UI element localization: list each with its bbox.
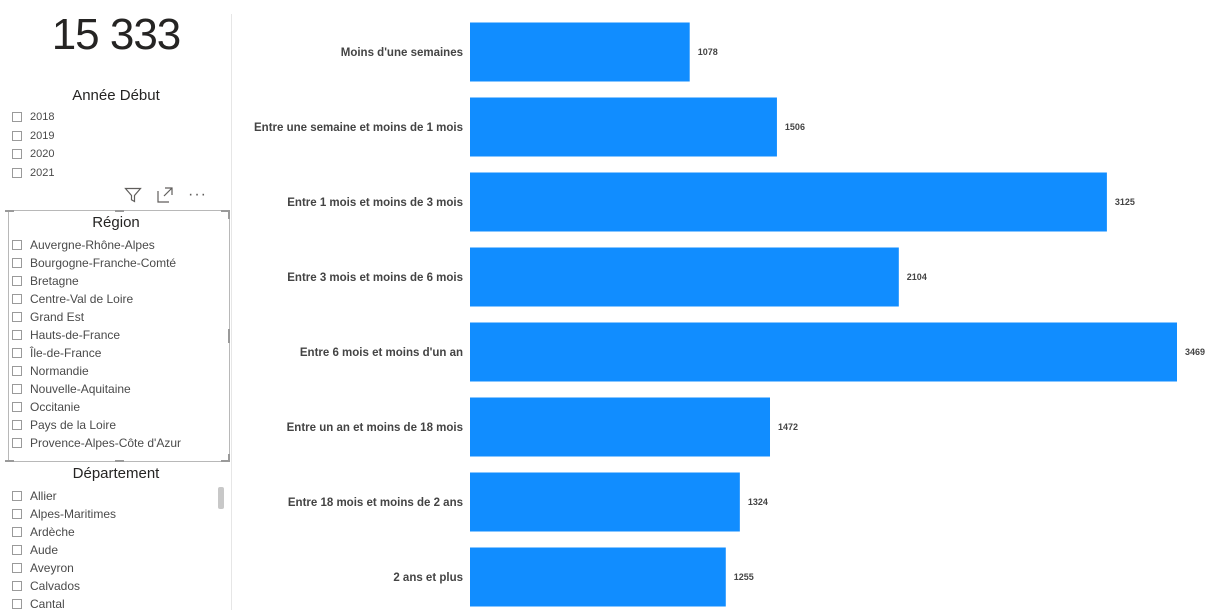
data-label: 3125 — [1115, 197, 1135, 207]
category-label: 2 ans et plus — [393, 572, 463, 584]
resize-handle[interactable] — [228, 210, 230, 219]
category-label: Entre 3 mois et moins de 6 mois — [287, 272, 463, 284]
region-slicer-item[interactable]: Nouvelle-Aquitaine — [12, 380, 181, 398]
checkbox[interactable] — [12, 330, 22, 340]
checkbox[interactable] — [12, 527, 22, 537]
bar[interactable] — [470, 247, 899, 307]
resize-handle[interactable] — [228, 454, 230, 462]
checkbox[interactable] — [12, 599, 22, 609]
data-label: 1506 — [785, 122, 805, 132]
year-slicer-item[interactable]: 2018 — [12, 108, 54, 127]
checkbox[interactable] — [12, 509, 22, 519]
region-slicer-frame[interactable] — [5, 210, 230, 462]
bar[interactable] — [470, 472, 740, 532]
bar-chart-svg: Moins d'une semaines 1078 Entre une semain… — [254, 22, 1205, 607]
region-slicer-item[interactable]: Provence-Alpes-Côte d'Azur — [12, 434, 181, 452]
more-options-icon[interactable]: ··· — [188, 186, 207, 203]
data-label: 2104 — [907, 272, 927, 282]
departement-slicer-title: Département — [72, 465, 160, 482]
panel-divider — [231, 14, 232, 610]
checkbox[interactable] — [12, 563, 22, 573]
category-label: Entre 6 mois et moins d'un an — [300, 347, 463, 359]
resize-handle[interactable] — [228, 329, 230, 343]
slicer-panel: 15 333 Année Début 2018 2019 2020 2021 ·… — [0, 0, 232, 613]
year-slicer-item[interactable]: 2019 — [12, 127, 54, 146]
departement-slicer-item[interactable]: Aveyron — [12, 559, 116, 577]
region-slicer-title: Région — [92, 214, 140, 231]
resize-handle[interactable] — [221, 210, 230, 212]
bar[interactable] — [470, 397, 771, 457]
departement-slicer-item[interactable]: Calvados — [12, 577, 116, 595]
resize-handle[interactable] — [5, 460, 14, 462]
checkbox[interactable] — [12, 384, 22, 394]
data-label: 3469 — [1185, 347, 1205, 357]
checkbox[interactable] — [12, 491, 22, 501]
checkbox[interactable] — [12, 366, 22, 376]
checkbox[interactable] — [12, 276, 22, 286]
resize-handle[interactable] — [221, 460, 230, 462]
visual-header-toolbar: ··· — [124, 186, 207, 204]
region-slicer-list: Auvergne-Rhône-Alpes Bourgogne-Franche-C… — [12, 236, 181, 452]
checkbox[interactable] — [12, 112, 22, 123]
region-slicer-item[interactable]: Bourgogne-Franche-Comté — [12, 254, 181, 272]
category-label: Entre un an et moins de 18 mois — [287, 422, 463, 434]
bar[interactable] — [470, 97, 777, 157]
checkbox[interactable] — [12, 130, 22, 141]
checkbox[interactable] — [12, 294, 22, 304]
checkbox[interactable] — [12, 258, 22, 268]
resize-handle[interactable] — [115, 460, 124, 462]
departement-slicer-item[interactable]: Allier — [12, 487, 116, 505]
year-slicer-item[interactable]: 2021 — [12, 164, 54, 183]
resize-handle[interactable] — [115, 210, 124, 212]
resize-handle[interactable] — [5, 210, 14, 212]
checkbox[interactable] — [12, 167, 22, 178]
filter-icon[interactable] — [124, 186, 142, 204]
checkbox[interactable] — [12, 402, 22, 412]
checkbox[interactable] — [12, 438, 22, 448]
checkbox[interactable] — [12, 240, 22, 250]
data-label: 1472 — [778, 422, 798, 432]
checkbox[interactable] — [12, 312, 22, 322]
category-label: Entre une semaine et moins de 1 mois — [254, 122, 463, 134]
year-slicer-item[interactable]: 2020 — [12, 145, 54, 164]
year-slicer-list: 2018 2019 2020 2021 — [12, 108, 54, 182]
category-label: Entre 1 mois et moins de 3 mois — [287, 197, 463, 209]
region-slicer-item[interactable]: Centre-Val de Loire — [12, 290, 181, 308]
departement-slicer-item[interactable]: Ardèche — [12, 523, 116, 541]
data-label: 1324 — [748, 497, 768, 507]
kpi-card-value: 15 333 — [51, 10, 182, 59]
departement-slicer-item[interactable]: Aude — [12, 541, 116, 559]
region-slicer-item[interactable]: Occitanie — [12, 398, 181, 416]
departement-slicer-list: Allier Alpes-Maritimes Ardèche Aude Avey… — [12, 487, 116, 613]
category-label: Moins d'une semaines — [341, 47, 463, 59]
departement-scrollbar[interactable] — [218, 487, 224, 509]
departement-slicer-item[interactable]: Cantal — [12, 595, 116, 613]
region-slicer-item[interactable]: Normandie — [12, 362, 181, 380]
checkbox[interactable] — [12, 348, 22, 358]
year-slicer-title: Année Début — [72, 87, 160, 104]
duration-bar-chart: Moins d'une semaines 1078 Entre une semain… — [232, 0, 1213, 610]
region-slicer-item[interactable]: Hauts-de-France — [12, 326, 181, 344]
region-slicer-item[interactable]: Île-de-France — [12, 344, 181, 362]
bar[interactable] — [470, 22, 690, 82]
region-slicer-item[interactable]: Grand Est — [12, 308, 181, 326]
departement-slicer-item[interactable]: Alpes-Maritimes — [12, 505, 116, 523]
region-slicer-item[interactable]: Auvergne-Rhône-Alpes — [12, 236, 181, 254]
bar[interactable] — [470, 172, 1107, 232]
focus-mode-icon[interactable] — [156, 186, 174, 204]
data-label: 1078 — [698, 47, 718, 57]
checkbox[interactable] — [12, 581, 22, 591]
region-slicer-item[interactable]: Pays de la Loire — [12, 416, 181, 434]
data-label: 1255 — [734, 572, 754, 582]
checkbox[interactable] — [12, 149, 22, 160]
region-slicer-item[interactable]: Bretagne — [12, 272, 181, 290]
bar[interactable] — [470, 547, 726, 607]
checkbox[interactable] — [12, 545, 22, 555]
checkbox[interactable] — [12, 420, 22, 430]
bar[interactable] — [470, 322, 1177, 382]
category-label: Entre 18 mois et moins de 2 ans — [288, 497, 463, 509]
